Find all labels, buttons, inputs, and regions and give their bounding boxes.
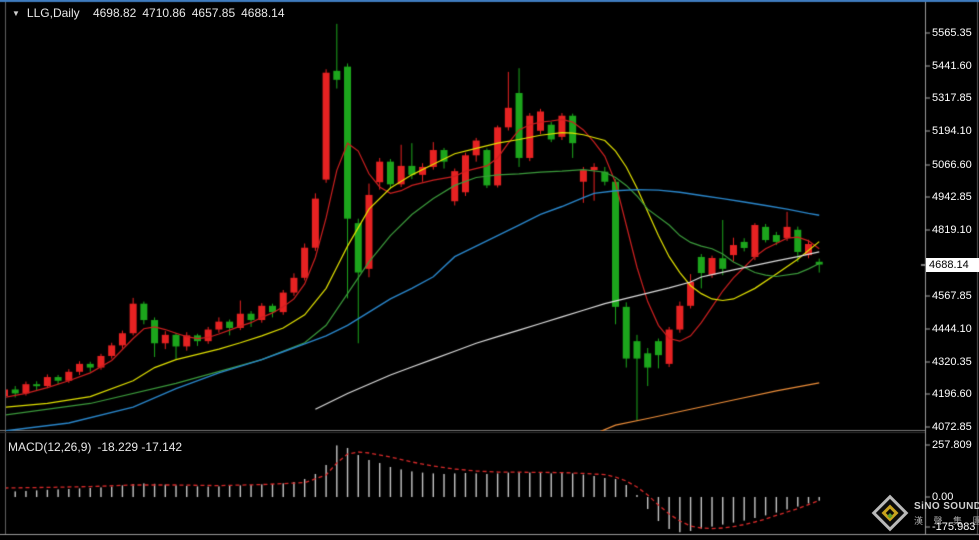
- price-axis-label: 5066.60: [932, 159, 972, 171]
- price-axis-label: 5194.10: [932, 125, 972, 137]
- price-axis-label: 4444.10: [932, 323, 972, 335]
- macd-axis-label: 257.809: [932, 439, 972, 451]
- ohlc-open: 4698.82: [92, 6, 137, 20]
- price-axis-label: 4320.35: [932, 356, 972, 368]
- price-axis-label: 4819.10: [932, 224, 972, 236]
- macd-name: MACD(12,26,9): [8, 440, 92, 454]
- macd-values: -18.229 -17.142: [97, 440, 183, 454]
- ohlc-high: 4710.86: [142, 6, 186, 20]
- current-price-tag: 4688.14: [926, 258, 979, 272]
- price-axis-label: 4567.85: [932, 290, 972, 302]
- sino-sound-logo-icon: [871, 494, 909, 532]
- price-axis-label: 5317.85: [932, 92, 972, 104]
- price-axis-label: 5441.60: [932, 60, 972, 72]
- symbol-ohlc-header: ▼ LLG,Daily 4698.82 4710.86 4657.85 4688.14: [12, 6, 285, 20]
- price-axis-label: 4942.85: [932, 191, 972, 203]
- price-axis-label: 5565.35: [932, 27, 972, 39]
- macd-axis-label: -175.983: [932, 521, 976, 533]
- ohlc-low: 4657.85: [191, 6, 236, 20]
- logo-text-cn: 漢 聲 集 團: [914, 516, 979, 526]
- macd-axis-label: 0.00: [932, 491, 954, 503]
- broker-logo: SiNO SOUND 漢 聲 集 團: [871, 494, 979, 533]
- ohlc-close: 4688.14: [241, 6, 285, 20]
- price-axis-label: 4072.85: [932, 421, 972, 433]
- price-axis-label: 4196.60: [932, 388, 972, 400]
- symbol-period-label: LLG,Daily: [26, 6, 80, 20]
- macd-indicator-label: MACD(12,26,9) -18.229 -17.142: [8, 440, 182, 454]
- symbol-dropdown-icon[interactable]: ▼: [12, 9, 20, 18]
- logo-text-en: SiNO SOUND: [914, 501, 979, 512]
